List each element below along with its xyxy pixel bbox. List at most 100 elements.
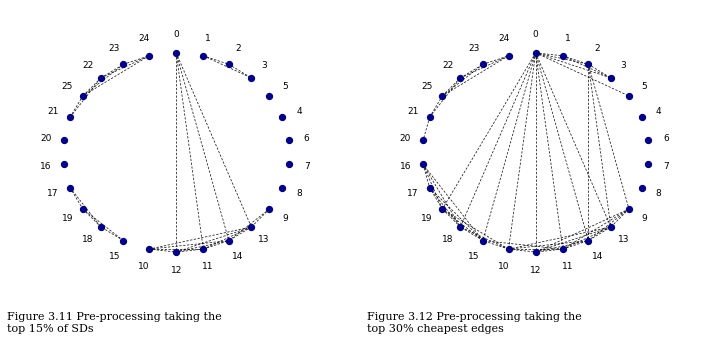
Point xyxy=(582,238,594,244)
Text: 22: 22 xyxy=(83,61,93,70)
Point xyxy=(264,93,275,99)
Text: 0: 0 xyxy=(533,30,539,40)
Text: 4: 4 xyxy=(296,107,302,116)
Text: 18: 18 xyxy=(83,235,94,244)
Point xyxy=(436,206,448,212)
Point xyxy=(557,53,569,59)
Point xyxy=(223,61,234,67)
Text: 7: 7 xyxy=(663,162,669,171)
Point xyxy=(283,138,295,143)
Point xyxy=(436,93,448,99)
Point xyxy=(95,75,106,81)
Point xyxy=(582,61,594,67)
Text: 21: 21 xyxy=(407,107,418,116)
Point xyxy=(557,246,569,252)
Text: 15: 15 xyxy=(109,252,120,261)
Point xyxy=(77,206,88,212)
Text: 9: 9 xyxy=(282,214,288,223)
Point xyxy=(623,206,635,212)
Text: 16: 16 xyxy=(40,162,52,171)
Text: 2: 2 xyxy=(235,44,241,53)
Point xyxy=(143,53,155,59)
Text: 5: 5 xyxy=(282,82,288,91)
Point xyxy=(58,162,69,167)
Point xyxy=(58,138,69,143)
Point xyxy=(530,249,541,255)
Text: 8: 8 xyxy=(656,189,661,198)
Point xyxy=(223,238,234,244)
Point xyxy=(170,50,182,56)
Text: 19: 19 xyxy=(62,214,73,223)
Point xyxy=(424,185,436,191)
Text: 15: 15 xyxy=(468,252,480,261)
Text: 0: 0 xyxy=(173,30,179,40)
Text: 5: 5 xyxy=(641,82,647,91)
Point xyxy=(503,53,514,59)
Point xyxy=(65,185,76,191)
Point xyxy=(636,114,647,120)
Point xyxy=(198,53,209,59)
Point xyxy=(605,75,617,81)
Text: 10: 10 xyxy=(498,262,509,271)
Point xyxy=(454,75,466,81)
Text: 16: 16 xyxy=(400,162,411,171)
Point xyxy=(246,224,257,230)
Text: 18: 18 xyxy=(442,235,454,244)
Text: 7: 7 xyxy=(303,162,309,171)
Text: 6: 6 xyxy=(303,134,309,143)
Text: 3: 3 xyxy=(620,61,626,70)
Text: 9: 9 xyxy=(641,214,647,223)
Point xyxy=(424,114,436,120)
Point xyxy=(143,246,155,252)
Point xyxy=(170,249,182,255)
Text: 17: 17 xyxy=(47,189,59,198)
Point xyxy=(454,224,466,230)
Point xyxy=(276,185,288,191)
Point xyxy=(77,93,88,99)
Point xyxy=(198,246,209,252)
Point xyxy=(95,224,106,230)
Text: 10: 10 xyxy=(139,262,150,271)
Point xyxy=(118,61,129,67)
Text: 1: 1 xyxy=(565,34,570,43)
Text: 4: 4 xyxy=(656,107,661,116)
Text: 24: 24 xyxy=(498,34,509,43)
Point xyxy=(283,162,295,167)
Point xyxy=(264,206,275,212)
Text: 20: 20 xyxy=(40,134,51,143)
Text: 13: 13 xyxy=(258,235,270,244)
Text: 14: 14 xyxy=(592,252,603,261)
Point xyxy=(643,138,654,143)
Text: 8: 8 xyxy=(296,189,302,198)
Point xyxy=(417,162,429,167)
Text: 1: 1 xyxy=(206,34,211,43)
Point xyxy=(417,138,429,143)
Text: 24: 24 xyxy=(139,34,150,43)
Text: 14: 14 xyxy=(232,252,244,261)
Text: 11: 11 xyxy=(203,262,214,271)
Text: 25: 25 xyxy=(421,82,433,91)
Text: 3: 3 xyxy=(261,61,267,70)
Text: 13: 13 xyxy=(618,235,629,244)
Point xyxy=(118,238,129,244)
Point xyxy=(246,75,257,81)
Text: 23: 23 xyxy=(109,44,120,53)
Text: 22: 22 xyxy=(442,61,453,70)
Text: 12: 12 xyxy=(170,265,182,274)
Text: 19: 19 xyxy=(421,214,433,223)
Point xyxy=(530,50,541,56)
Text: 23: 23 xyxy=(468,44,480,53)
Point xyxy=(605,224,617,230)
Text: 6: 6 xyxy=(663,134,669,143)
Point xyxy=(477,238,489,244)
Text: 12: 12 xyxy=(530,265,541,274)
Text: 21: 21 xyxy=(47,107,59,116)
Text: 11: 11 xyxy=(562,262,573,271)
Point xyxy=(477,61,489,67)
Text: 25: 25 xyxy=(62,82,73,91)
Point xyxy=(65,114,76,120)
Point xyxy=(623,93,635,99)
Text: 2: 2 xyxy=(595,44,600,53)
Text: Figure 3.12 Pre-processing taking the
top 30% cheapest edges: Figure 3.12 Pre-processing taking the to… xyxy=(367,312,582,334)
Point xyxy=(636,185,647,191)
